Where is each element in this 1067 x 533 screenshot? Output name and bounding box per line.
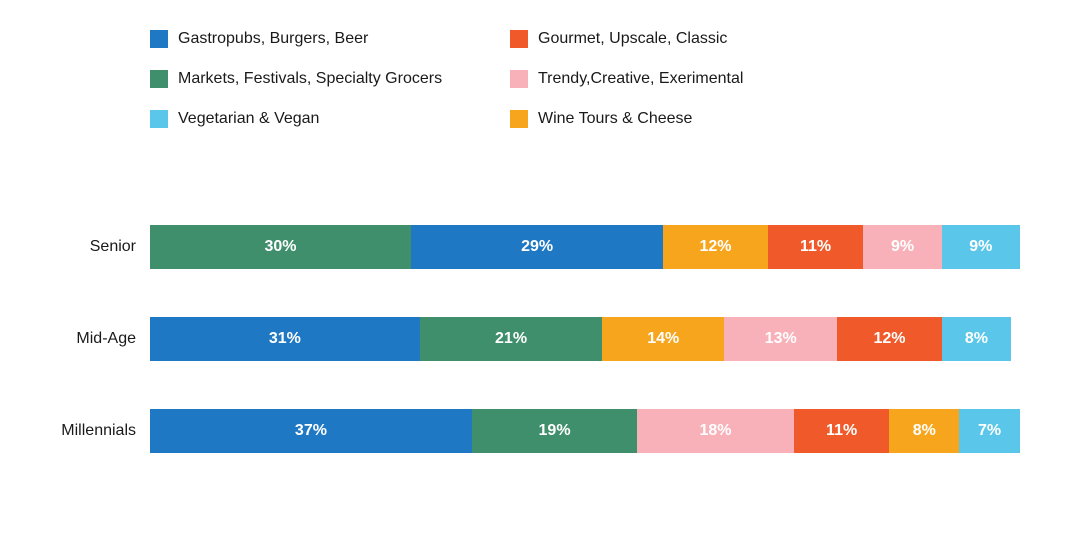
legend-item-wine: Wine Tours & Cheese (510, 110, 870, 128)
bar-row-midage: Mid-Age 31% 21% 14% 13% 12% 8% (0, 317, 1067, 361)
axis-label: Senior (0, 238, 150, 256)
bar-segment: 9% (942, 225, 1020, 269)
bar-segment: 30% (150, 225, 411, 269)
legend-row: Vegetarian & Vegan Wine Tours & Cheese (150, 110, 950, 128)
swatch-gourmet (510, 30, 528, 48)
swatch-vegetarian (150, 110, 168, 128)
swatch-wine (510, 110, 528, 128)
bar-track: 30% 29% 12% 11% 9% 9% (150, 225, 1020, 269)
legend-label: Trendy,Creative, Exerimental (538, 70, 743, 88)
bar-segment: 12% (837, 317, 941, 361)
swatch-gastropubs (150, 30, 168, 48)
bar-track: 37% 19% 18% 11% 8% 7% (150, 409, 1020, 453)
legend-item-markets: Markets, Festivals, Specialty Grocers (150, 70, 510, 88)
legend-item-gourmet: Gourmet, Upscale, Classic (510, 30, 870, 48)
legend-label: Gourmet, Upscale, Classic (538, 30, 727, 48)
bar-segment: 14% (602, 317, 724, 361)
bar-segment: 7% (959, 409, 1020, 453)
legend-item-vegetarian: Vegetarian & Vegan (150, 110, 510, 128)
legend-label: Wine Tours & Cheese (538, 110, 692, 128)
bar-segment: 11% (794, 409, 890, 453)
chart-bars: Senior 30% 29% 12% 11% 9% 9% Mid-Age 31%… (0, 225, 1067, 501)
bar-segment: 31% (150, 317, 420, 361)
axis-label: Millennials (0, 422, 150, 440)
bar-segment: 8% (942, 317, 1012, 361)
bar-segment: 18% (637, 409, 794, 453)
bar-row-millennials: Millennials 37% 19% 18% 11% 8% 7% (0, 409, 1067, 453)
bar-segment: 19% (472, 409, 637, 453)
legend-row: Gastropubs, Burgers, Beer Gourmet, Upsca… (150, 30, 950, 48)
legend-item-gastropubs: Gastropubs, Burgers, Beer (150, 30, 510, 48)
legend-label: Markets, Festivals, Specialty Grocers (178, 70, 442, 88)
axis-label: Mid-Age (0, 330, 150, 348)
bar-segment: 29% (411, 225, 663, 269)
bar-segment: 9% (863, 225, 941, 269)
bar-segment: 13% (724, 317, 837, 361)
bar-row-senior: Senior 30% 29% 12% 11% 9% 9% (0, 225, 1067, 269)
bar-segment: 8% (889, 409, 959, 453)
bar-segment: 21% (420, 317, 603, 361)
bar-segment: 37% (150, 409, 472, 453)
swatch-trendy (510, 70, 528, 88)
swatch-markets (150, 70, 168, 88)
legend-item-trendy: Trendy,Creative, Exerimental (510, 70, 870, 88)
stacked-bar-chart: Gastropubs, Burgers, Beer Gourmet, Upsca… (0, 0, 1067, 533)
legend-label: Gastropubs, Burgers, Beer (178, 30, 368, 48)
chart-legend: Gastropubs, Burgers, Beer Gourmet, Upsca… (150, 30, 950, 150)
bar-segment: 11% (768, 225, 864, 269)
bar-track: 31% 21% 14% 13% 12% 8% (150, 317, 1020, 361)
legend-label: Vegetarian & Vegan (178, 110, 319, 128)
legend-row: Markets, Festivals, Specialty Grocers Tr… (150, 70, 950, 88)
bar-segment: 12% (663, 225, 767, 269)
